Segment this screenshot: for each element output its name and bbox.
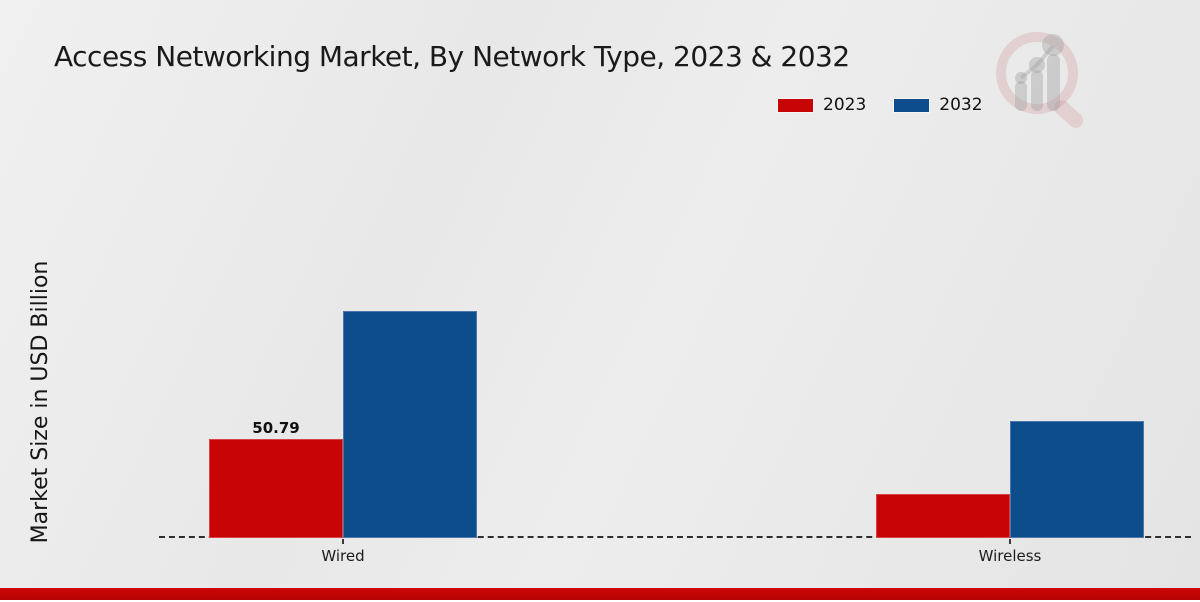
bar-wireless-2032 [1010,421,1144,538]
bar-wireless-2023 [876,494,1010,538]
bar-wired-2032 [343,311,477,538]
bottom-accent-bar [0,588,1200,600]
chart-title: Access Networking Market, By Network Typ… [54,40,850,73]
legend-item-2023: 2023 [778,95,866,115]
x-axis-tick-wired [342,539,344,544]
x-axis-tick-wireless [1009,539,1011,544]
x-axis-baseline [159,536,1191,538]
category-label-wired: Wired [321,547,365,565]
bar-wired-2023 [209,439,343,538]
category-label-wireless: Wireless [978,547,1042,565]
magnifier-bar-chart-logo-icon [996,32,1084,128]
legend-swatch-2023 [778,98,813,112]
legend-swatch-2032 [894,98,930,112]
legend: 2023 2032 [778,94,990,116]
legend-label-2023: 2023 [823,95,867,115]
value-label-wired-2023: 50.79 [252,419,300,437]
legend-item-2032: 2032 [894,95,983,115]
legend-label-2032: 2032 [939,95,983,115]
